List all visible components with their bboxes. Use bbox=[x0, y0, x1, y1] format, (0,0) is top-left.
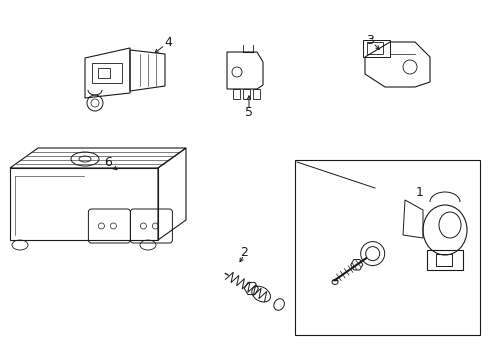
Text: 2: 2 bbox=[240, 246, 247, 258]
Bar bbox=[435, 254, 451, 266]
Text: 4: 4 bbox=[164, 36, 172, 49]
Bar bbox=[294, 160, 479, 335]
Text: 3: 3 bbox=[366, 33, 373, 46]
Bar bbox=[366, 42, 382, 54]
Bar bbox=[92, 63, 122, 83]
Text: 1: 1 bbox=[415, 185, 423, 198]
Text: 5: 5 bbox=[244, 107, 252, 120]
Bar bbox=[232, 89, 240, 99]
Bar bbox=[252, 89, 260, 99]
Bar bbox=[243, 89, 249, 99]
Text: 6: 6 bbox=[104, 157, 112, 170]
Bar bbox=[98, 68, 110, 78]
